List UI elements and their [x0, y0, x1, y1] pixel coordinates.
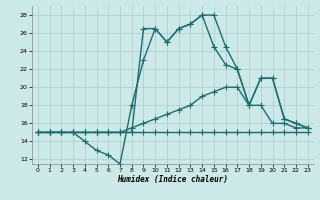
X-axis label: Humidex (Indice chaleur): Humidex (Indice chaleur) — [117, 175, 228, 184]
